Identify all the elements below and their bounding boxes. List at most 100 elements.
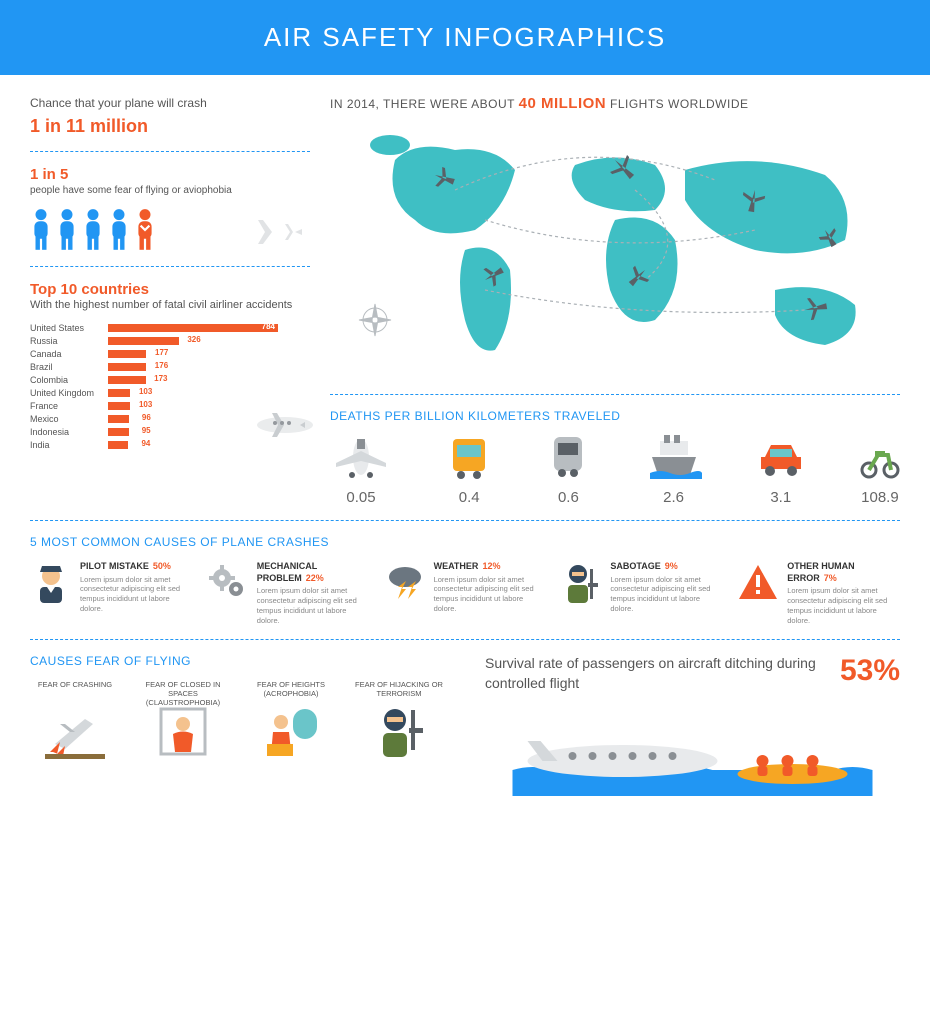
bar-track: 784 [108,324,278,332]
plane-icon [330,433,392,479]
bar-label: France [30,401,102,411]
bar-track: 326 [108,337,179,345]
train-icon [546,433,590,479]
aviophobia-label: people have some fear of flying or aviop… [30,184,310,198]
bar-track: 96 [108,415,129,423]
fear-label: FEAR OF CRASHING [30,680,120,698]
bar-label: Russia [30,336,102,346]
survival-pct: 53% [840,654,900,688]
vehicle-value: 0.4 [459,489,480,506]
survival-text: Survival rate of passengers on aircraft … [485,654,900,693]
crash-chance-value: 1 in 11 million [30,116,310,137]
bar-value: 177 [155,348,168,357]
bar-track: 177 [108,350,146,358]
person-icon [56,208,78,252]
deaths-title: DEATHS PER BILLION KILOMETERS TRAVELED [330,409,900,423]
page-header: AIR SAFETY INFOGRAPHICS [0,0,930,75]
vehicle-train: 0.6 [546,433,590,506]
person-icon [82,208,104,252]
crash-chance-label: Chance that your plane will crash [30,95,310,112]
bar-value: 103 [139,400,152,409]
bar-value: 173 [154,374,167,383]
crash-causes-row: PILOT MISTAKE50% Lorem ipsum dolor sit a… [30,561,900,625]
cause-item: WEATHER12% Lorem ipsum dolor sit amet co… [384,561,547,625]
vehicle-value: 108.9 [861,489,899,506]
heights-icon [261,704,321,759]
person-icon [108,208,130,252]
plane-gray-icon [250,212,310,252]
vehicle-car: 3.1 [757,433,805,506]
cause-text: WEATHER12% Lorem ipsum dolor sit amet co… [434,561,547,625]
fear-item: FEAR OF HIJACKING OR TERRORISM [354,680,444,759]
flights-worldwide-title: IN 2014, THERE WERE ABOUT 40 MILLION FLI… [330,95,900,112]
bar-track: 103 [108,402,130,410]
fears-title: CAUSES FEAR OF FLYING [30,654,445,668]
fear-item: FEAR OF CRASHING [30,680,120,759]
cause-item: PILOT MISTAKE50% Lorem ipsum dolor sit a… [30,561,193,625]
gears-icon [207,561,249,603]
top-countries-subtitle: With the highest number of fatal civil a… [30,298,310,313]
fear-item: FEAR OF CLOSED IN SPACES (CLAUSTROPHOBIA… [138,680,228,759]
vehicle-value: 2.6 [663,489,684,506]
bar-label: United Kingdom [30,388,102,398]
cause-text: SABOTAGE9% Lorem ipsum dolor sit amet co… [610,561,723,625]
bar-row: Colombia 173 [30,375,310,385]
top-countries-title: Top 10 countries [30,281,310,298]
bar-row: Russia 326 [30,336,310,346]
vehicle-value: 3.1 [770,489,791,506]
vehicle-bus: 0.4 [447,433,491,506]
divider [30,639,900,640]
top-countries-chart: United States 784 Russia 326 Canada 177 … [30,323,310,450]
person-icon-afraid [134,208,156,252]
vehicle-value: 0.6 [558,489,579,506]
cause-text: MECHANICAL PROBLEM22% Lorem ipsum dolor … [257,561,370,625]
cause-item: MECHANICAL PROBLEM22% Lorem ipsum dolor … [207,561,370,625]
divider [30,266,310,267]
bar-value: 95 [142,426,151,435]
fear-item: FEAR OF HEIGHTS (ACROPHOBIA) [246,680,336,759]
vehicles-row: 0.05 0.4 0.6 2.6 3.1 108.9 [330,433,900,506]
cause-text: OTHER HUMAN ERROR7% Lorem ipsum dolor si… [787,561,900,625]
bar-label: Canada [30,349,102,359]
crash-causes-title: 5 MOST COMMON CAUSES OF PLANE CRASHES [30,535,900,549]
bar-track: 173 [108,376,146,384]
bar-label: Brazil [30,362,102,372]
crash-icon [45,704,105,759]
vehicle-value: 0.05 [346,489,375,506]
pilot-icon [30,561,72,603]
divider [30,520,900,521]
ship-icon [646,433,702,479]
claustro-icon [153,704,213,759]
storm-icon [384,561,426,603]
bar-label: United States [30,323,102,333]
bar-value: 94 [141,439,150,448]
bar-row: Brazil 176 [30,362,310,372]
vehicle-ship: 2.6 [646,433,702,506]
bar-value: 176 [155,361,168,370]
bar-value: 784 [262,322,275,331]
people-icons-row [30,208,310,252]
terrorist-icon [560,561,602,603]
bar-track: 95 [108,428,129,436]
bar-label: Colombia [30,375,102,385]
hijack-icon [369,704,429,759]
bar-label: Indonesia [30,427,102,437]
fear-label: FEAR OF HIJACKING OR TERRORISM [354,680,444,698]
bar-track: 103 [108,389,130,397]
cause-item: SABOTAGE9% Lorem ipsum dolor sit amet co… [560,561,723,625]
car-icon [757,433,805,479]
bar-value: 326 [187,335,200,344]
aviophobia-value: 1 in 5 [30,166,68,183]
bar-track: 176 [108,363,146,371]
divider [330,394,900,395]
fear-label: FEAR OF CLOSED IN SPACES (CLAUSTROPHOBIA… [138,680,228,698]
cause-text: PILOT MISTAKE50% Lorem ipsum dolor sit a… [80,561,193,625]
bar-row: United States 784 [30,323,310,333]
person-icon [30,208,52,252]
bar-track: 94 [108,441,128,449]
vehicle-motorbike: 108.9 [860,433,900,506]
plane-decor-icon [250,395,320,450]
warning-icon [737,561,779,603]
bus-icon [447,433,491,479]
bar-label: India [30,440,102,450]
